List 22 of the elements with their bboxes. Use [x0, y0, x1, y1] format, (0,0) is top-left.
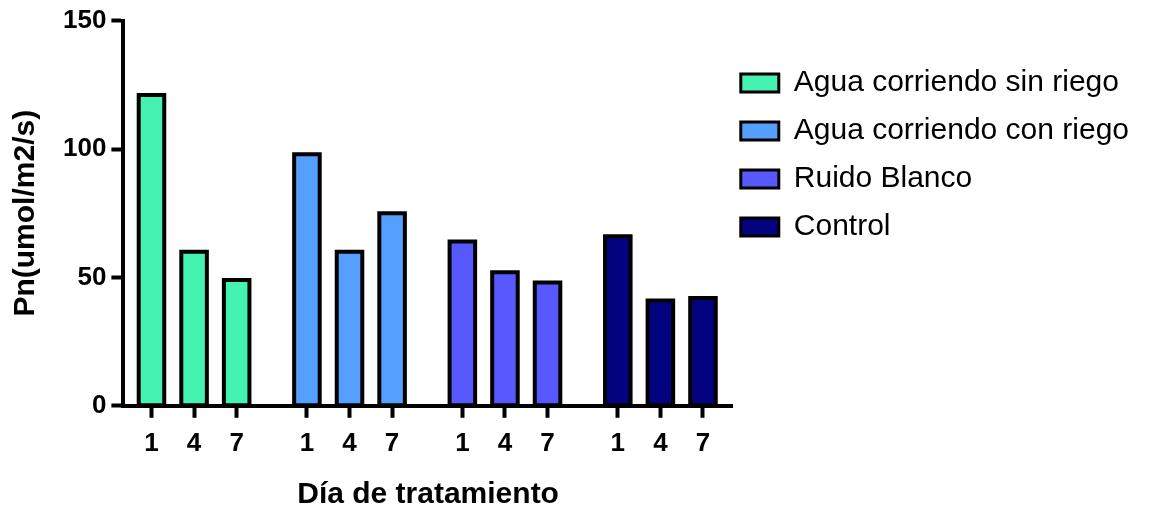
- x-tick-label: 1: [299, 426, 315, 457]
- y-axis-title: Pn(umol/m2/s): [7, 109, 41, 317]
- x-tick-label: 7: [695, 426, 711, 457]
- x-tick-label: 4: [186, 426, 202, 457]
- y-tick-label: 50: [77, 260, 107, 291]
- x-tick-label: 4: [653, 426, 669, 457]
- legend-label: Agua corriendo con riego: [793, 112, 1129, 146]
- y-tick-label: 100: [62, 132, 107, 163]
- y-tick-label: 150: [62, 3, 107, 34]
- y-tick-label: 0: [91, 388, 107, 419]
- x-axis-title: Día de tratamiento: [297, 476, 559, 510]
- legend-label: Agua corriendo sin riego: [793, 64, 1119, 98]
- legend-label: Control: [793, 208, 891, 242]
- x-tick-label: 4: [342, 426, 358, 457]
- x-tick-label: 1: [144, 426, 159, 457]
- x-tick-label: 1: [610, 426, 626, 457]
- x-tick-label: 4: [497, 426, 513, 457]
- x-tick-label: 7: [540, 426, 555, 457]
- x-tick-label: 7: [384, 426, 400, 457]
- legend-label: Ruido Blanco: [793, 160, 973, 194]
- x-tick-label: 7: [229, 426, 244, 457]
- x-tick-label: 1: [455, 426, 470, 457]
